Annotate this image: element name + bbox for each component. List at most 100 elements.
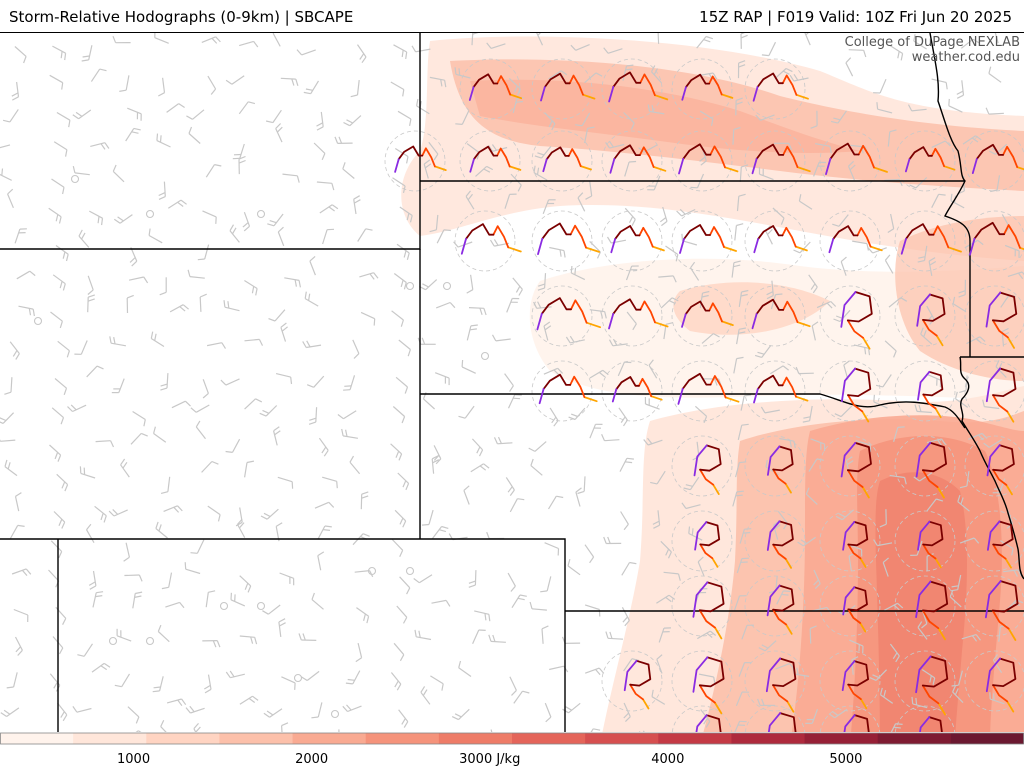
- wind-barb: [232, 143, 245, 160]
- wind-barb: [798, 194, 813, 210]
- wind-barb: [486, 531, 505, 540]
- wind-barb: [244, 398, 263, 410]
- colorbar-segment: [877, 733, 952, 744]
- wind-barb: [166, 103, 185, 113]
- wind-barb: [994, 33, 999, 44]
- wind-barb: [884, 340, 897, 358]
- wind-barb: [419, 279, 438, 291]
- colorbar-segment: [146, 733, 221, 744]
- wind-barb: [589, 240, 601, 259]
- wind-barb: [127, 107, 142, 121]
- hodograph-range-ring: [744, 435, 806, 497]
- wind-barb: [755, 114, 775, 121]
- wind-barb: [840, 256, 847, 276]
- colorbar-tick-label: 1000: [117, 752, 151, 767]
- hodograph: [987, 520, 1014, 569]
- wind-barb: [802, 405, 813, 423]
- wind-barb: [311, 592, 324, 610]
- wind-barb: [318, 437, 329, 457]
- wind-barb: [153, 426, 167, 443]
- calm-wind-circle: [330, 709, 340, 719]
- wind-barb: [51, 407, 65, 425]
- wind-barb: [960, 38, 980, 49]
- hodograph: [767, 445, 794, 494]
- wind-barb: [470, 463, 490, 473]
- wind-barb: [766, 280, 774, 300]
- wind-barb: [816, 300, 837, 309]
- wind-barb: [14, 46, 27, 64]
- wind-barb: [342, 162, 355, 179]
- wind-barb: [506, 297, 520, 313]
- wind-barb: [736, 193, 746, 212]
- wind-barb: [158, 181, 166, 200]
- wind-barb: [568, 407, 586, 421]
- hodograph-range-ring: [454, 210, 516, 272]
- hodograph: [681, 73, 734, 101]
- wind-barb: [398, 709, 409, 728]
- wind-barb: [123, 542, 130, 562]
- wind-barb: [769, 365, 789, 375]
- wind-barb: [624, 160, 637, 177]
- wind-barb: [128, 276, 149, 284]
- wind-barb: [889, 643, 900, 663]
- wind-barb: [959, 537, 980, 544]
- wind-barb: [0, 707, 20, 717]
- wind-barb: [90, 68, 107, 82]
- wind-barb: [644, 396, 660, 410]
- wind-barb: [417, 337, 436, 345]
- wind-barb: [129, 247, 138, 267]
- wind-barb: [55, 245, 69, 262]
- colorbar-tick-label: 2000: [295, 752, 329, 767]
- wind-barb: [589, 423, 603, 439]
- wind-barb: [910, 540, 923, 556]
- hodograph-range-ring: [601, 130, 663, 192]
- wind-barb: [738, 289, 749, 307]
- wind-barb: [950, 574, 962, 592]
- wind-barb: [541, 625, 549, 644]
- hodograph-range-ring: [671, 130, 733, 192]
- wind-barb: [343, 115, 362, 127]
- wind-barb: [195, 420, 206, 440]
- wind-barb: [202, 640, 221, 648]
- wind-barb: [832, 214, 849, 227]
- wind-barb: [342, 704, 362, 713]
- wind-barb: [475, 165, 494, 177]
- wind-barb: [0, 439, 16, 442]
- calm-wind-circle: [256, 601, 266, 611]
- wind-barb: [53, 141, 68, 157]
- colorbar-segment: [804, 733, 879, 744]
- wind-barb: [51, 178, 65, 195]
- wind-barb: [7, 188, 14, 209]
- wind-barb: [982, 399, 1000, 410]
- wind-barb: [584, 126, 595, 144]
- wind-barb: [0, 168, 12, 181]
- wind-barb: [185, 705, 205, 714]
- hodograph-range-ring: [744, 210, 806, 272]
- wind-barb: [623, 658, 639, 672]
- wind-barb: [154, 33, 169, 44]
- wind-barb: [91, 662, 111, 673]
- wind-barb: [319, 204, 339, 214]
- wind-barb: [265, 109, 282, 124]
- wind-barb: [116, 628, 132, 642]
- wind-barb: [81, 45, 93, 62]
- wind-barb: [354, 570, 374, 578]
- hodograph: [841, 367, 872, 423]
- hodograph-range-ring: [819, 130, 881, 192]
- credit-line-1: College of DuPage NEXLAB: [844, 35, 1020, 50]
- wind-barb: [465, 190, 475, 210]
- wind-barb: [18, 305, 35, 317]
- map-svg: [0, 33, 1024, 745]
- hodograph: [752, 72, 809, 102]
- wind-barb: [626, 311, 637, 331]
- hodograph: [917, 520, 944, 569]
- wind-barb: [619, 457, 634, 472]
- map-canvas[interactable]: College of DuPage NEXLAB weather.cod.edu: [0, 32, 1024, 745]
- wind-barb: [776, 590, 791, 605]
- wind-barb: [238, 101, 256, 115]
- wind-barb: [9, 341, 20, 360]
- wind-barb: [989, 692, 1005, 705]
- wind-barb: [734, 223, 744, 241]
- hodograph-range-ring: [744, 58, 806, 120]
- wind-barb: [432, 525, 449, 539]
